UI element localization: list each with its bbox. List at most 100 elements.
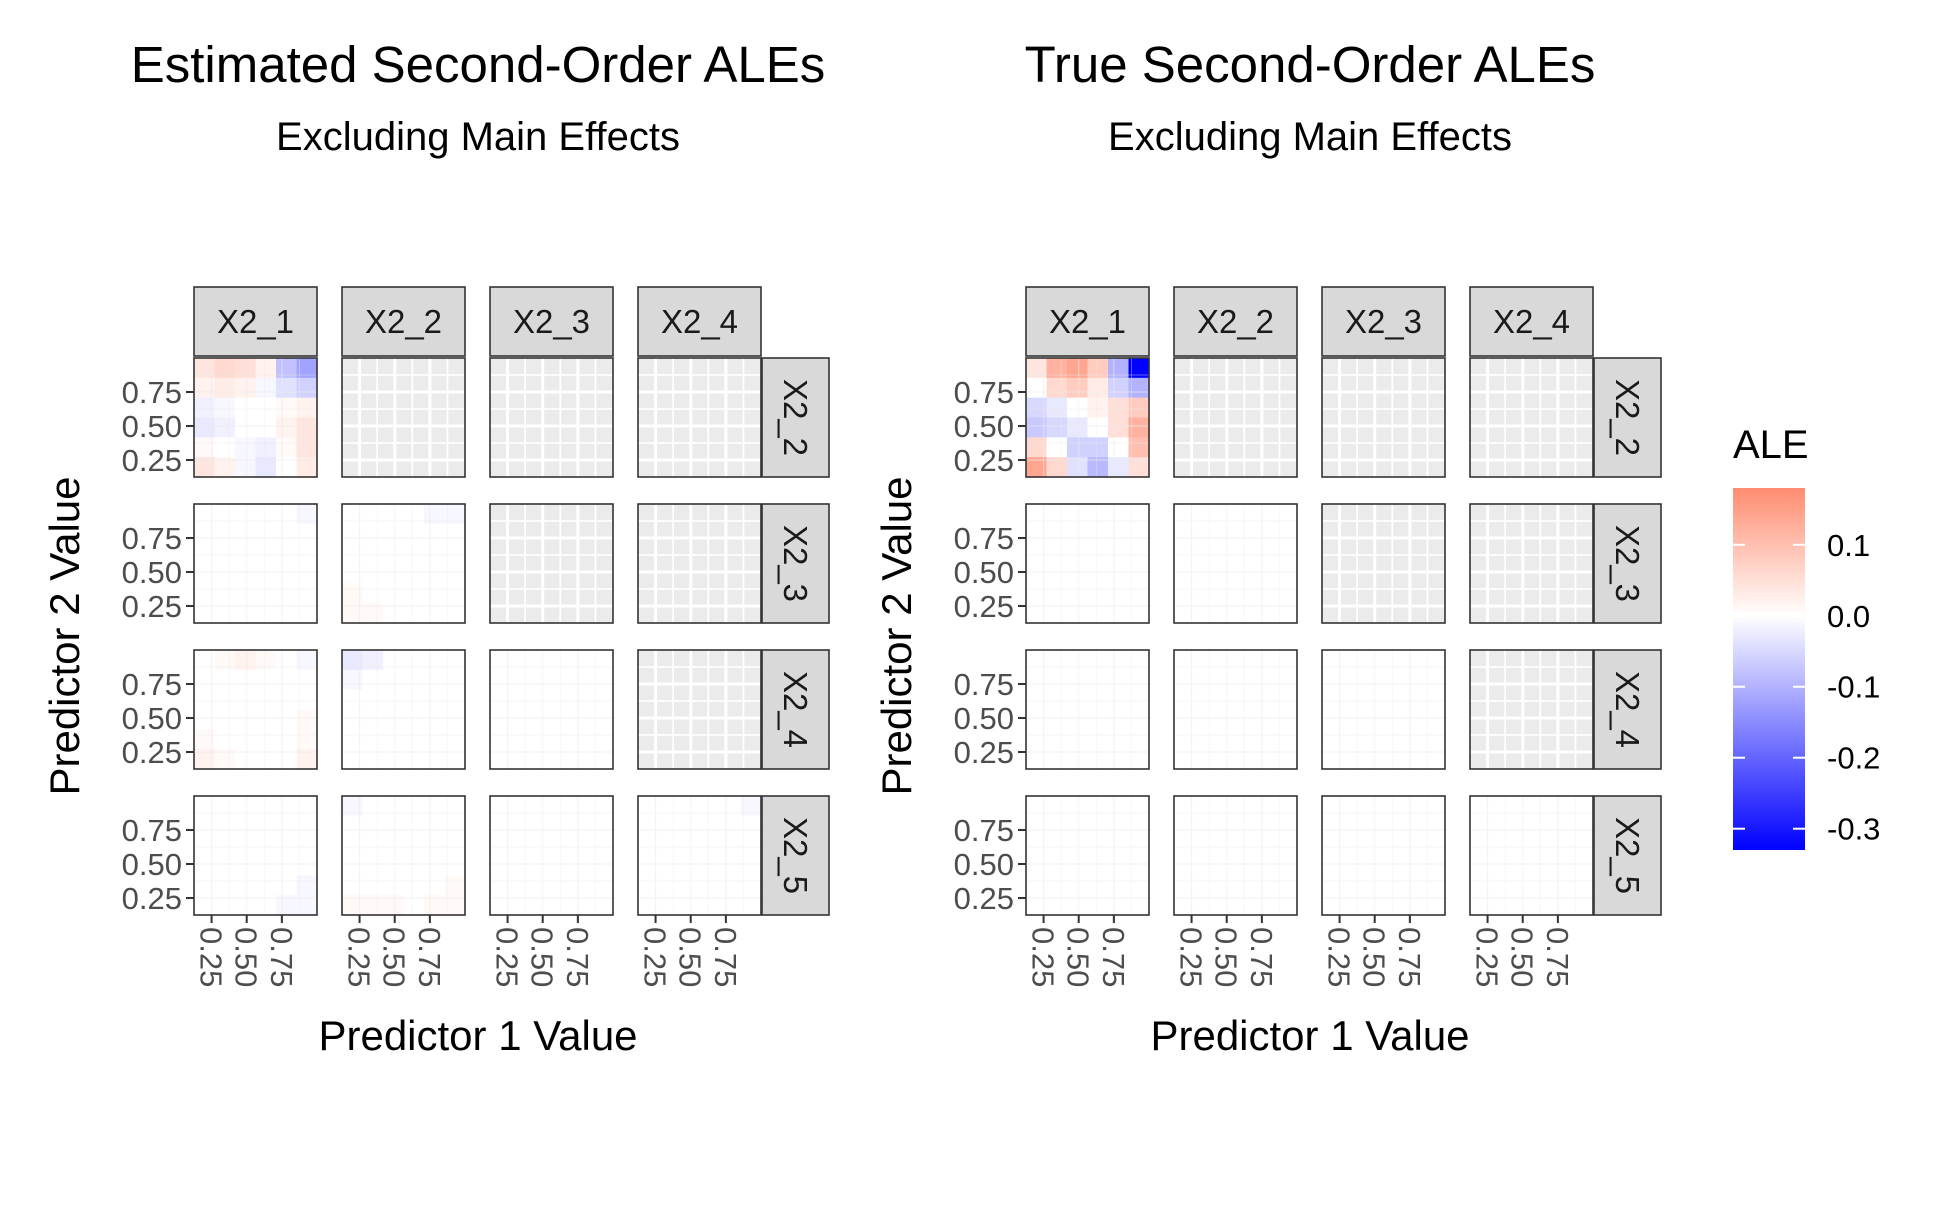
facet-strip-row-label: X2_3 bbox=[1609, 525, 1646, 602]
heat-tile bbox=[1067, 457, 1089, 478]
heat-tile bbox=[1276, 583, 1298, 604]
facet-strip-col bbox=[1025, 286, 1150, 357]
heat-tile bbox=[1194, 603, 1216, 624]
facet-strip-row-label: X2_5 bbox=[1609, 817, 1646, 894]
heat-tile bbox=[444, 796, 466, 817]
heat-tile bbox=[1322, 729, 1344, 750]
facet-strip-row-label: X2_2 bbox=[777, 379, 814, 456]
y-axis-tick-label: 0.75 bbox=[122, 813, 182, 848]
heat-tile bbox=[1046, 603, 1068, 624]
heat-tile bbox=[1174, 669, 1196, 691]
heat-tile bbox=[1108, 709, 1130, 730]
x-axis-tick-label: 0.50 bbox=[1209, 927, 1244, 987]
heat-tile bbox=[235, 749, 257, 770]
heat-tile bbox=[1552, 875, 1574, 896]
facet-cell-border bbox=[637, 795, 762, 916]
x-axis-tick-label: 0.25 bbox=[638, 927, 673, 987]
heat-tile bbox=[255, 377, 277, 399]
heat-tile bbox=[1026, 377, 1048, 399]
legend-tick-label: -0.3 bbox=[1827, 812, 1880, 847]
facet-cell-border bbox=[193, 357, 318, 478]
heat-tile bbox=[342, 729, 364, 750]
heat-tile bbox=[383, 729, 405, 750]
heat-tile bbox=[194, 543, 216, 565]
heat-tile bbox=[214, 650, 236, 671]
heat-tile bbox=[699, 796, 721, 817]
heat-tile bbox=[1067, 397, 1089, 419]
heat-tile bbox=[490, 709, 512, 730]
heat-tile bbox=[276, 729, 298, 750]
heat-tile bbox=[1256, 669, 1278, 691]
heat-tile bbox=[1235, 603, 1257, 624]
heat-tile bbox=[1128, 835, 1150, 857]
heat-tile bbox=[214, 457, 236, 478]
heat-tile bbox=[424, 650, 446, 671]
heat-tile bbox=[214, 855, 236, 876]
heat-tile bbox=[194, 729, 216, 750]
heat-tile bbox=[679, 815, 701, 837]
heat-tile bbox=[551, 796, 573, 817]
heat-tile bbox=[510, 895, 532, 916]
y-axis-tick-label: 0.25 bbox=[122, 881, 182, 916]
heat-tile bbox=[1276, 543, 1298, 565]
heat-tile bbox=[276, 563, 298, 584]
heat-tile bbox=[1511, 895, 1533, 916]
facet-cell-background bbox=[638, 650, 761, 769]
heat-tile bbox=[1235, 523, 1257, 545]
facet-cell-border bbox=[489, 795, 614, 916]
heat-tile bbox=[658, 835, 680, 857]
heat-tile bbox=[1424, 650, 1446, 671]
heat-tile bbox=[1276, 709, 1298, 730]
heat-tile bbox=[296, 603, 318, 624]
heat-tile bbox=[235, 709, 257, 730]
heat-tile bbox=[572, 650, 594, 671]
heat-tile bbox=[276, 377, 298, 399]
heat-tile bbox=[592, 669, 614, 691]
heat-tile bbox=[1174, 543, 1196, 565]
heat-tile bbox=[235, 358, 257, 379]
heat-tile bbox=[1404, 709, 1426, 730]
heat-tile bbox=[1067, 749, 1089, 770]
heat-tile bbox=[1128, 650, 1150, 671]
heat-tile bbox=[214, 895, 236, 916]
heat-tile bbox=[424, 815, 446, 837]
left-x-axis-label: Predictor 1 Value bbox=[318, 1012, 637, 1059]
heat-tile bbox=[1128, 749, 1150, 770]
heat-tile bbox=[1046, 669, 1068, 691]
heat-tile bbox=[1256, 796, 1278, 817]
heat-tile bbox=[1490, 835, 1512, 857]
heat-tile bbox=[424, 669, 446, 691]
heat-tile bbox=[214, 504, 236, 525]
facet-cell-border bbox=[489, 503, 614, 624]
heat-tile bbox=[403, 543, 425, 565]
heat-tile bbox=[1215, 729, 1237, 750]
heat-tile bbox=[1128, 689, 1150, 711]
facet-strip-col-label: X2_4 bbox=[661, 303, 738, 340]
heat-tile bbox=[510, 650, 532, 671]
heat-tile bbox=[1174, 749, 1196, 770]
heat-tile bbox=[255, 583, 277, 604]
x-axis-tick-label: 0.25 bbox=[1174, 927, 1209, 987]
heat-tile bbox=[1276, 603, 1298, 624]
heat-tile bbox=[1128, 377, 1150, 399]
heat-tile bbox=[551, 650, 573, 671]
heat-tile bbox=[214, 603, 236, 624]
x-axis-tick-label: 0.25 bbox=[1026, 927, 1061, 987]
heat-tile bbox=[1256, 523, 1278, 545]
heat-tile bbox=[276, 583, 298, 604]
heat-tile bbox=[1256, 815, 1278, 837]
heat-tile bbox=[255, 563, 277, 584]
heat-tile bbox=[194, 358, 216, 379]
heat-tile bbox=[194, 523, 216, 545]
heat-tile bbox=[1128, 543, 1150, 565]
heat-tile bbox=[1067, 669, 1089, 691]
facet-strip-row-label: X2_4 bbox=[777, 671, 814, 748]
heat-tile bbox=[255, 796, 277, 817]
heat-tile bbox=[276, 875, 298, 896]
heat-tile bbox=[1383, 895, 1405, 916]
heat-tile bbox=[362, 603, 384, 624]
heat-tile bbox=[1046, 749, 1068, 770]
facet-cell-border bbox=[1469, 357, 1594, 478]
heat-tile bbox=[1235, 504, 1257, 525]
facet-cell-background bbox=[638, 504, 761, 623]
